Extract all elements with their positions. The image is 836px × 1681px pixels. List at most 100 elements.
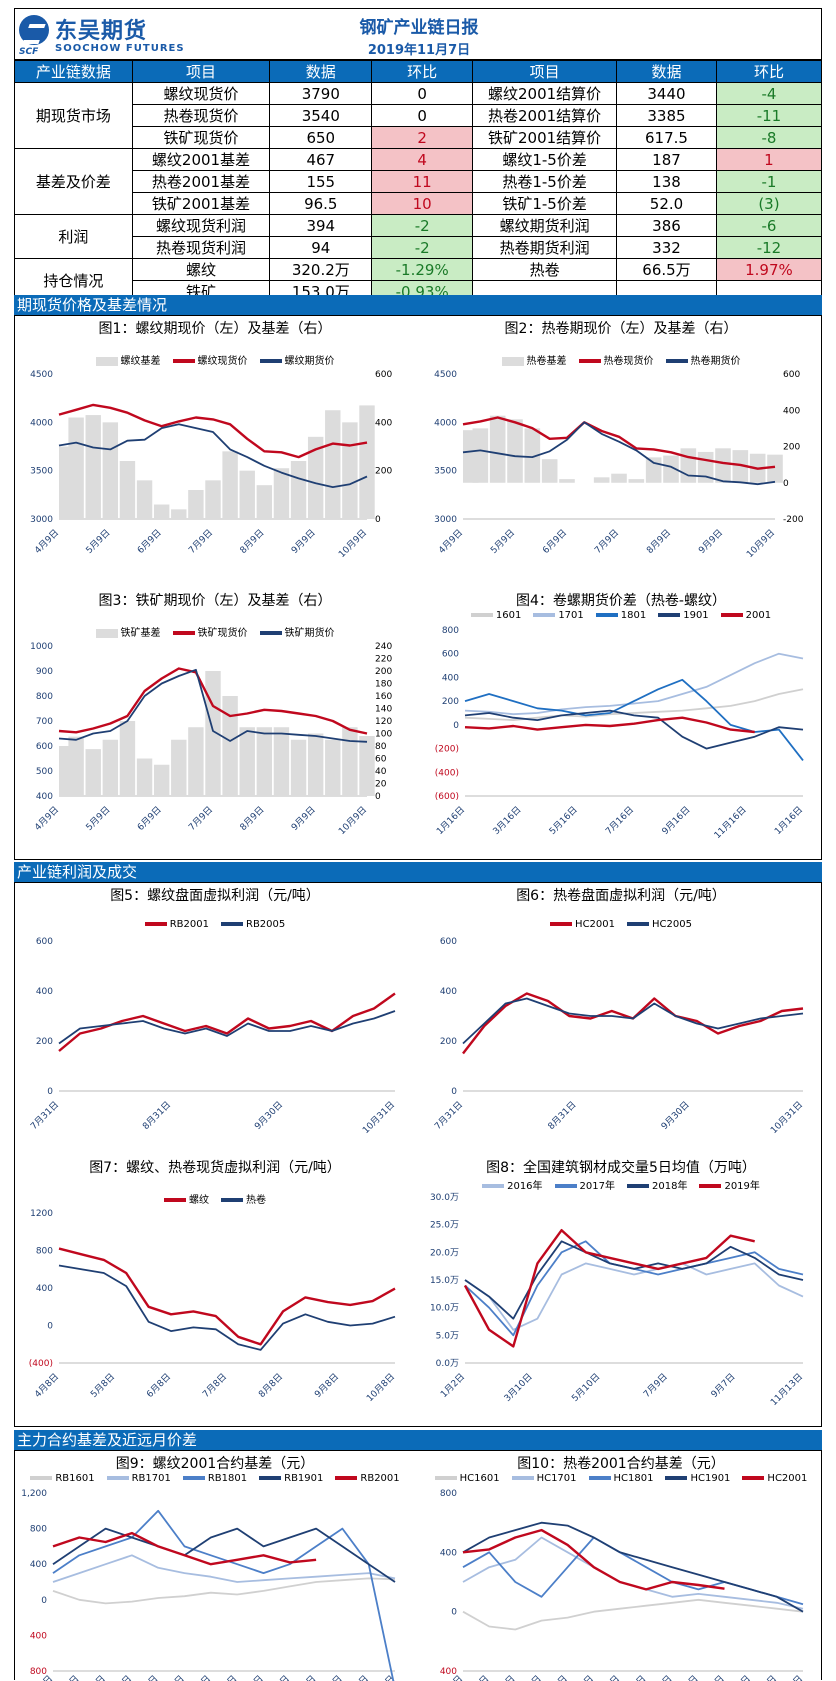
legend-swatch <box>550 922 573 926</box>
basis-bar <box>153 764 170 796</box>
legend-swatch <box>665 1476 688 1480</box>
x-tick-label: 1月16日 <box>434 804 467 837</box>
legend-swatch <box>533 613 556 617</box>
basis-bar <box>541 459 558 483</box>
x-tick-label: 6月9日 <box>135 527 164 556</box>
company-name-cn: 东吴期货 <box>55 18 148 44</box>
legend-entry: 热卷现货价 <box>578 352 654 367</box>
y-tick-label: 30.0万 <box>430 1193 459 1203</box>
legend-label: RB1601 <box>55 1473 95 1484</box>
basis-bar <box>273 727 290 796</box>
table-row: 持仓情况 螺纹 320.2万 -1.29% 热卷 66.5万 1.97% <box>14 258 823 303</box>
table-header-cell: 项目 <box>131 60 271 83</box>
x-tick-label: 6日 <box>447 1673 465 1681</box>
legend-swatch <box>665 359 688 363</box>
basis-bar <box>663 455 679 483</box>
x-tick-label: 6日 <box>604 1673 622 1681</box>
category-cell: 期现货市场 <box>14 82 133 149</box>
legend-entry: RB2005 <box>221 919 285 930</box>
legend-entry: 螺纹 <box>164 1191 209 1206</box>
y-tick-label: 0 <box>451 1608 457 1618</box>
x-tick-label: 5月8日 <box>89 1371 118 1400</box>
value-cell: 394 <box>269 214 373 237</box>
x-tick-label: 9月7日 <box>709 1371 738 1400</box>
legend-entry: 螺纹基差 <box>95 352 161 367</box>
legend-label: RB1801 <box>207 1473 248 1484</box>
legend-label: 2018年 <box>652 1181 688 1192</box>
x-tick-label: 7月9日 <box>187 804 216 833</box>
y2-tick-label: 200 <box>783 443 800 453</box>
basis-bar <box>307 733 324 796</box>
x-tick-label: 5月16日 <box>547 804 580 837</box>
x-tick-label: 16日 <box>270 1673 292 1681</box>
basis-bar <box>342 727 358 796</box>
legend-swatch <box>30 1476 53 1480</box>
x-tick-label: 10月31日 <box>768 1099 805 1136</box>
chart-legend: HC2001 HC2005 <box>419 919 823 930</box>
legend-entry: HC1601 <box>434 1473 500 1484</box>
y-tick-label: 800 <box>30 1667 47 1677</box>
legend-label: HC2001 <box>575 919 615 930</box>
change-cell: 0 <box>371 82 474 105</box>
table-row: 热卷现货利润 94 -2 热卷期货利润 332 -12 <box>15 236 823 259</box>
company-name-en: SOOCHOW FUTURES <box>55 43 185 54</box>
basis-bar <box>359 736 375 796</box>
y-tick-label: 4500 <box>30 370 53 380</box>
y-tick-label: 700 <box>36 717 53 727</box>
table-header-row: 产业链数据 项目 数据 环比 项目 数据 环比 <box>14 60 823 83</box>
x-tick-label: 6日 <box>656 1673 674 1681</box>
x-tick-label: 7月8日 <box>201 1371 230 1400</box>
chart-hrc-rebar-spread: 图4：卷螺期货价差（热卷-螺纹） 1601 1701 1801 1901 2001 800 6… <box>419 588 823 858</box>
item-cell: 热卷2001基差 <box>131 170 271 193</box>
basis-bar <box>188 490 204 519</box>
y-tick-label: 4000 <box>434 418 457 428</box>
legend-label: 2017年 <box>579 1181 615 1192</box>
legend-swatch <box>434 1476 457 1480</box>
y2-tick-label: 60 <box>375 755 387 765</box>
x-tick-label: 8月8日 <box>257 1371 286 1400</box>
y-tick-label: 500 <box>36 767 53 777</box>
y2-tick-label: 220 <box>375 655 392 665</box>
x-tick-label: 3月16日 <box>491 804 524 837</box>
x-tick-label: 8月9日 <box>238 804 267 833</box>
item-cell: 热卷现货利润 <box>131 236 271 259</box>
chart-title: 图9：螺纹2001合约基差（元） <box>115 1456 315 1472</box>
legend-swatch <box>144 922 167 926</box>
basis-bar <box>205 671 221 796</box>
y-tick-label: 400 <box>36 1284 53 1294</box>
legend-entry: 1601 <box>470 610 521 621</box>
item-cell: 热卷期货利润 <box>472 236 618 259</box>
legend-entry: RB1601 <box>30 1473 95 1484</box>
change-cell: -8 <box>715 126 823 149</box>
basis-bar <box>472 428 489 483</box>
chart-svg: 600 400 200 0 7月31日 8月31日 9月30日 10月31日 <box>432 937 805 1136</box>
legend-swatch <box>182 1476 205 1480</box>
legend-swatch <box>259 1476 282 1480</box>
change-cell: -4 <box>715 82 823 105</box>
y-tick-label: 400 <box>442 673 459 683</box>
series-line <box>58 992 396 1052</box>
value-cell: 650 <box>269 126 373 149</box>
y-tick-label: 200 <box>440 1037 457 1047</box>
x-tick-label: 9月9日 <box>697 527 726 556</box>
x-tick-label: 6日 <box>787 1673 805 1681</box>
legend-label: 铁矿期货价 <box>284 628 335 639</box>
legend-label: 螺纹 <box>189 1195 209 1206</box>
x-tick-label: 7月31日 <box>432 1099 465 1132</box>
chart-svg: 1,200800400040080016日16日16日16日16日16日16日1… <box>21 1489 397 1681</box>
item-cell: 热卷 <box>472 258 618 281</box>
item-cell: 螺纹 <box>131 258 271 281</box>
y-tick-label: 3500 <box>434 467 457 477</box>
value-cell: 52.0 <box>616 192 717 215</box>
basis-bar <box>102 422 119 519</box>
chart-rebar-profit: 图5：螺纹盘面虚拟利润（元/吨） RB2001 RB2005 600 400 200 0 7月… <box>15 883 415 1153</box>
y-tick-label: 600 <box>442 650 459 660</box>
basis-bar <box>290 739 307 796</box>
value-cell: 617.5 <box>616 126 717 149</box>
x-tick-label: 10月9日 <box>336 527 369 560</box>
legend-swatch <box>95 356 118 366</box>
chart-legend: RB1601 RB1701 RB1801 RB1901 RB2001 <box>15 1473 415 1484</box>
x-tick-label: 10月9日 <box>744 527 777 560</box>
x-tick-label: 9月30日 <box>252 1099 285 1132</box>
change-cell: 1.97% <box>715 258 823 281</box>
